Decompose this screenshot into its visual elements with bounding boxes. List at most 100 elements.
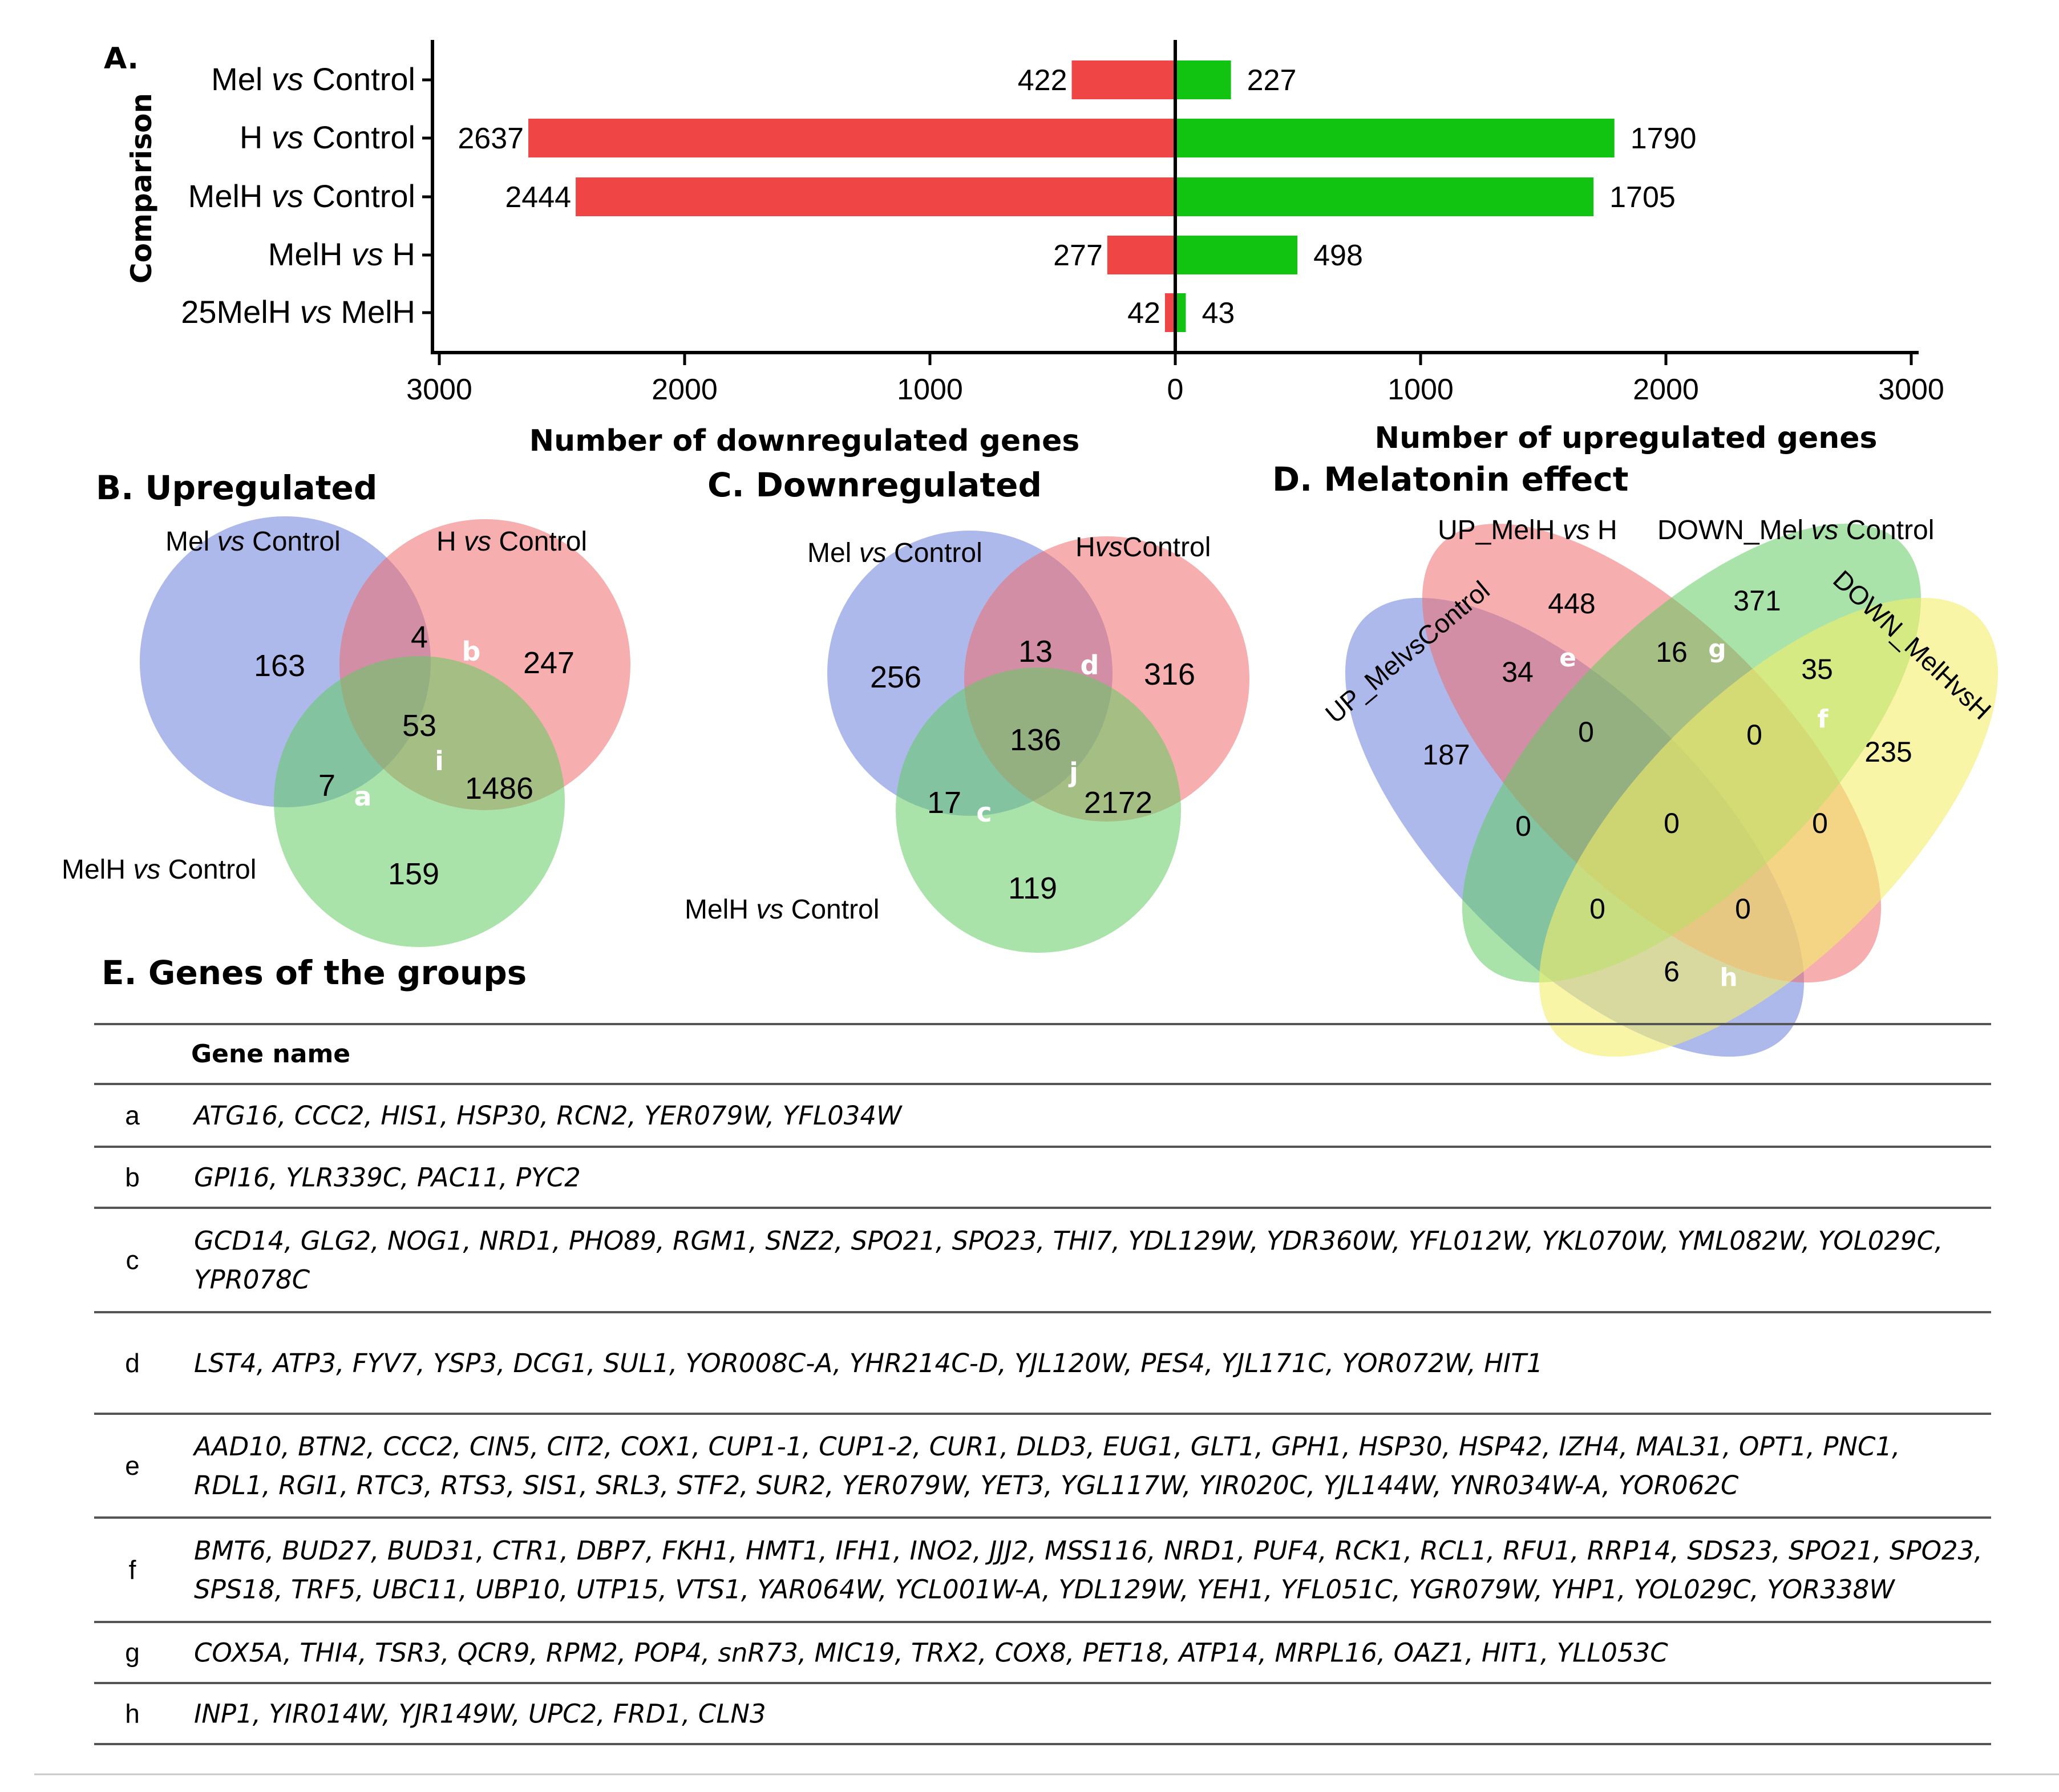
table-row-key: h xyxy=(125,1699,140,1729)
table-row-genes: RDL1, RGI1, RTC3, RTS3, SIS1, SRL3, STF2… xyxy=(194,1470,1739,1500)
bar-up xyxy=(1175,177,1594,216)
table-row-key: b xyxy=(125,1163,140,1192)
panel-d-title: D. Melatonin effect xyxy=(1272,460,1628,499)
bar-up-label: 1705 xyxy=(1609,181,1676,214)
venn-d-count: 0 xyxy=(1664,807,1680,839)
bar-up xyxy=(1175,293,1186,332)
bar-down xyxy=(1071,60,1175,99)
bar-down-label: 277 xyxy=(1053,239,1103,272)
x-tick-labels: 3000 2000 1000 0 1000 2000 3000 xyxy=(406,373,1944,406)
table-row-genes: GPI16, YLR339C, PAC11, PYC2 xyxy=(194,1163,581,1193)
bar-down xyxy=(1107,236,1175,274)
category-label: H vs Control xyxy=(240,119,415,155)
venn-b-count: 7 xyxy=(318,768,335,803)
table-row-genes: INP1, YIR014W, YJR149W, UPC2, FRD1, CLN3 xyxy=(194,1699,766,1729)
x-tick-label: 3000 xyxy=(1878,373,1944,406)
table-rules xyxy=(94,1023,1991,1745)
venn-b-count: 1486 xyxy=(465,771,533,806)
panel-c-title: C. Downregulated xyxy=(707,466,1042,504)
bar-down-label: 42 xyxy=(1127,297,1160,330)
venn-d-count: 0 xyxy=(1812,807,1828,839)
venn-b-tag: b xyxy=(462,636,481,667)
venn-d-count: 0 xyxy=(1735,893,1751,925)
venn-b-count: 247 xyxy=(523,646,575,680)
table-row-genes: COX5A, THI4, TSR3, QCR9, RPM2, POP4, snR… xyxy=(194,1638,1668,1668)
venn-b-label-h: H vs Control xyxy=(436,527,587,557)
bar-value-labels: 422 227 2637 1790 2444 1705 277 498 42 43 xyxy=(458,64,1696,330)
x-axis-label-down: Number of downregulated genes xyxy=(529,424,1080,458)
table-row-key: f xyxy=(129,1555,136,1585)
venn-d-label-down-mel: DOWN_Mel vs Control xyxy=(1657,515,1934,545)
category-labels: Mel vs Control H vs Control MelH vs Contro… xyxy=(181,61,415,330)
bar-up xyxy=(1175,236,1298,274)
bar-down xyxy=(528,119,1175,157)
venn-d-count: 0 xyxy=(1746,719,1762,751)
venn-d-count: 0 xyxy=(1515,810,1531,842)
table-row-genes: ATG16, CCC2, HIS1, HSP30, RCN2, YER079W,… xyxy=(192,1101,903,1131)
venn-c-count: 17 xyxy=(927,786,961,820)
venn-c-count: 316 xyxy=(1144,657,1195,691)
table-row-key: a xyxy=(125,1101,140,1130)
bar-down xyxy=(576,177,1175,216)
venn-b-tag: a xyxy=(354,781,371,812)
table-title: E. Genes of the groups xyxy=(102,953,527,992)
bar-down-label: 422 xyxy=(1018,64,1067,97)
venn-d-count: 34 xyxy=(1502,656,1534,688)
downregulated-bars xyxy=(528,60,1175,332)
table-row-key: d xyxy=(125,1348,140,1378)
bar-down-label: 2637 xyxy=(458,122,524,155)
venn-c-count: 2172 xyxy=(1084,786,1152,820)
bar-up xyxy=(1175,60,1231,99)
panel-c-venn: C. Downregulated Mel vs Control HvsContr… xyxy=(685,466,1249,953)
category-label: 25MelH vs MelH xyxy=(181,294,415,330)
venn-b-count: 53 xyxy=(402,709,436,743)
venn-d-tag: g xyxy=(1708,634,1726,664)
venn-c-tag: d xyxy=(1081,650,1099,681)
venn-d-tag: h xyxy=(1720,963,1737,992)
venn-c-label-mel: Mel vs Control xyxy=(807,538,982,568)
venn-d-count: 6 xyxy=(1664,956,1680,988)
venn-c-count: 13 xyxy=(1018,634,1053,669)
venn-c-count: 256 xyxy=(870,660,921,694)
bar-up-label: 498 xyxy=(1313,239,1363,272)
venn-d-count: 0 xyxy=(1578,716,1594,748)
venn-c-set-melh xyxy=(896,668,1181,953)
venn-c-count: 136 xyxy=(1010,723,1061,757)
table-row-key: c xyxy=(126,1245,139,1275)
axes xyxy=(422,40,1919,365)
bar-up-label: 1790 xyxy=(1631,122,1697,155)
x-tick-label: 3000 xyxy=(406,373,472,406)
panel-a-label: A. xyxy=(104,42,139,76)
x-tick-label: 0 xyxy=(1167,373,1184,406)
venn-d-count: 371 xyxy=(1733,585,1781,617)
panel-e-gene-table: E. Genes of the groups Gene name a ATG16,… xyxy=(94,953,1991,1745)
venn-b-tag: i xyxy=(435,746,444,776)
venn-d-count: 187 xyxy=(1422,739,1470,771)
x-tick-label: 1000 xyxy=(897,373,963,406)
panel-b-title: B. Upregulated xyxy=(96,468,377,507)
bar-up-label: 43 xyxy=(1202,297,1235,330)
panel-b-venn: B. Upregulated Mel vs Control H vs Contr… xyxy=(62,468,630,947)
x-tick-label: 2000 xyxy=(652,373,718,406)
venn-b-count: 4 xyxy=(411,620,428,654)
venn-d-count: 16 xyxy=(1656,636,1688,668)
table-row-genes: SPS18, TRF5, UBC11, UBP10, UTP15, VTS1, … xyxy=(194,1575,1895,1605)
venn-d-set-down-melh xyxy=(1539,597,1999,1057)
venn-b-set-melh xyxy=(274,656,565,947)
category-label: MelH vs H xyxy=(268,236,415,272)
venn-d-count: 448 xyxy=(1548,588,1595,620)
y-axis-label: Comparison xyxy=(125,93,158,284)
category-label: Mel vs Control xyxy=(211,61,415,97)
upregulated-bars xyxy=(1175,60,1615,332)
bar-up xyxy=(1175,119,1615,157)
table-row-genes: LST4, ATP3, FYV7, YSP3, DCG1, SUL1, YOR0… xyxy=(194,1348,1543,1378)
table-row-genes: YPR078C xyxy=(194,1265,310,1295)
venn-b-count: 163 xyxy=(254,649,305,683)
table-row-genes: BMT6, BUD27, BUD31, CTR1, DBP7, FKH1, HM… xyxy=(194,1536,1983,1566)
venn-d-label-up-melh: UP_MelH vs H xyxy=(1438,515,1617,545)
venn-c-tag: j xyxy=(1068,757,1078,788)
table-row-key: g xyxy=(125,1638,140,1668)
venn-d-tag: e xyxy=(1559,644,1576,673)
table-row-key: e xyxy=(125,1451,140,1480)
